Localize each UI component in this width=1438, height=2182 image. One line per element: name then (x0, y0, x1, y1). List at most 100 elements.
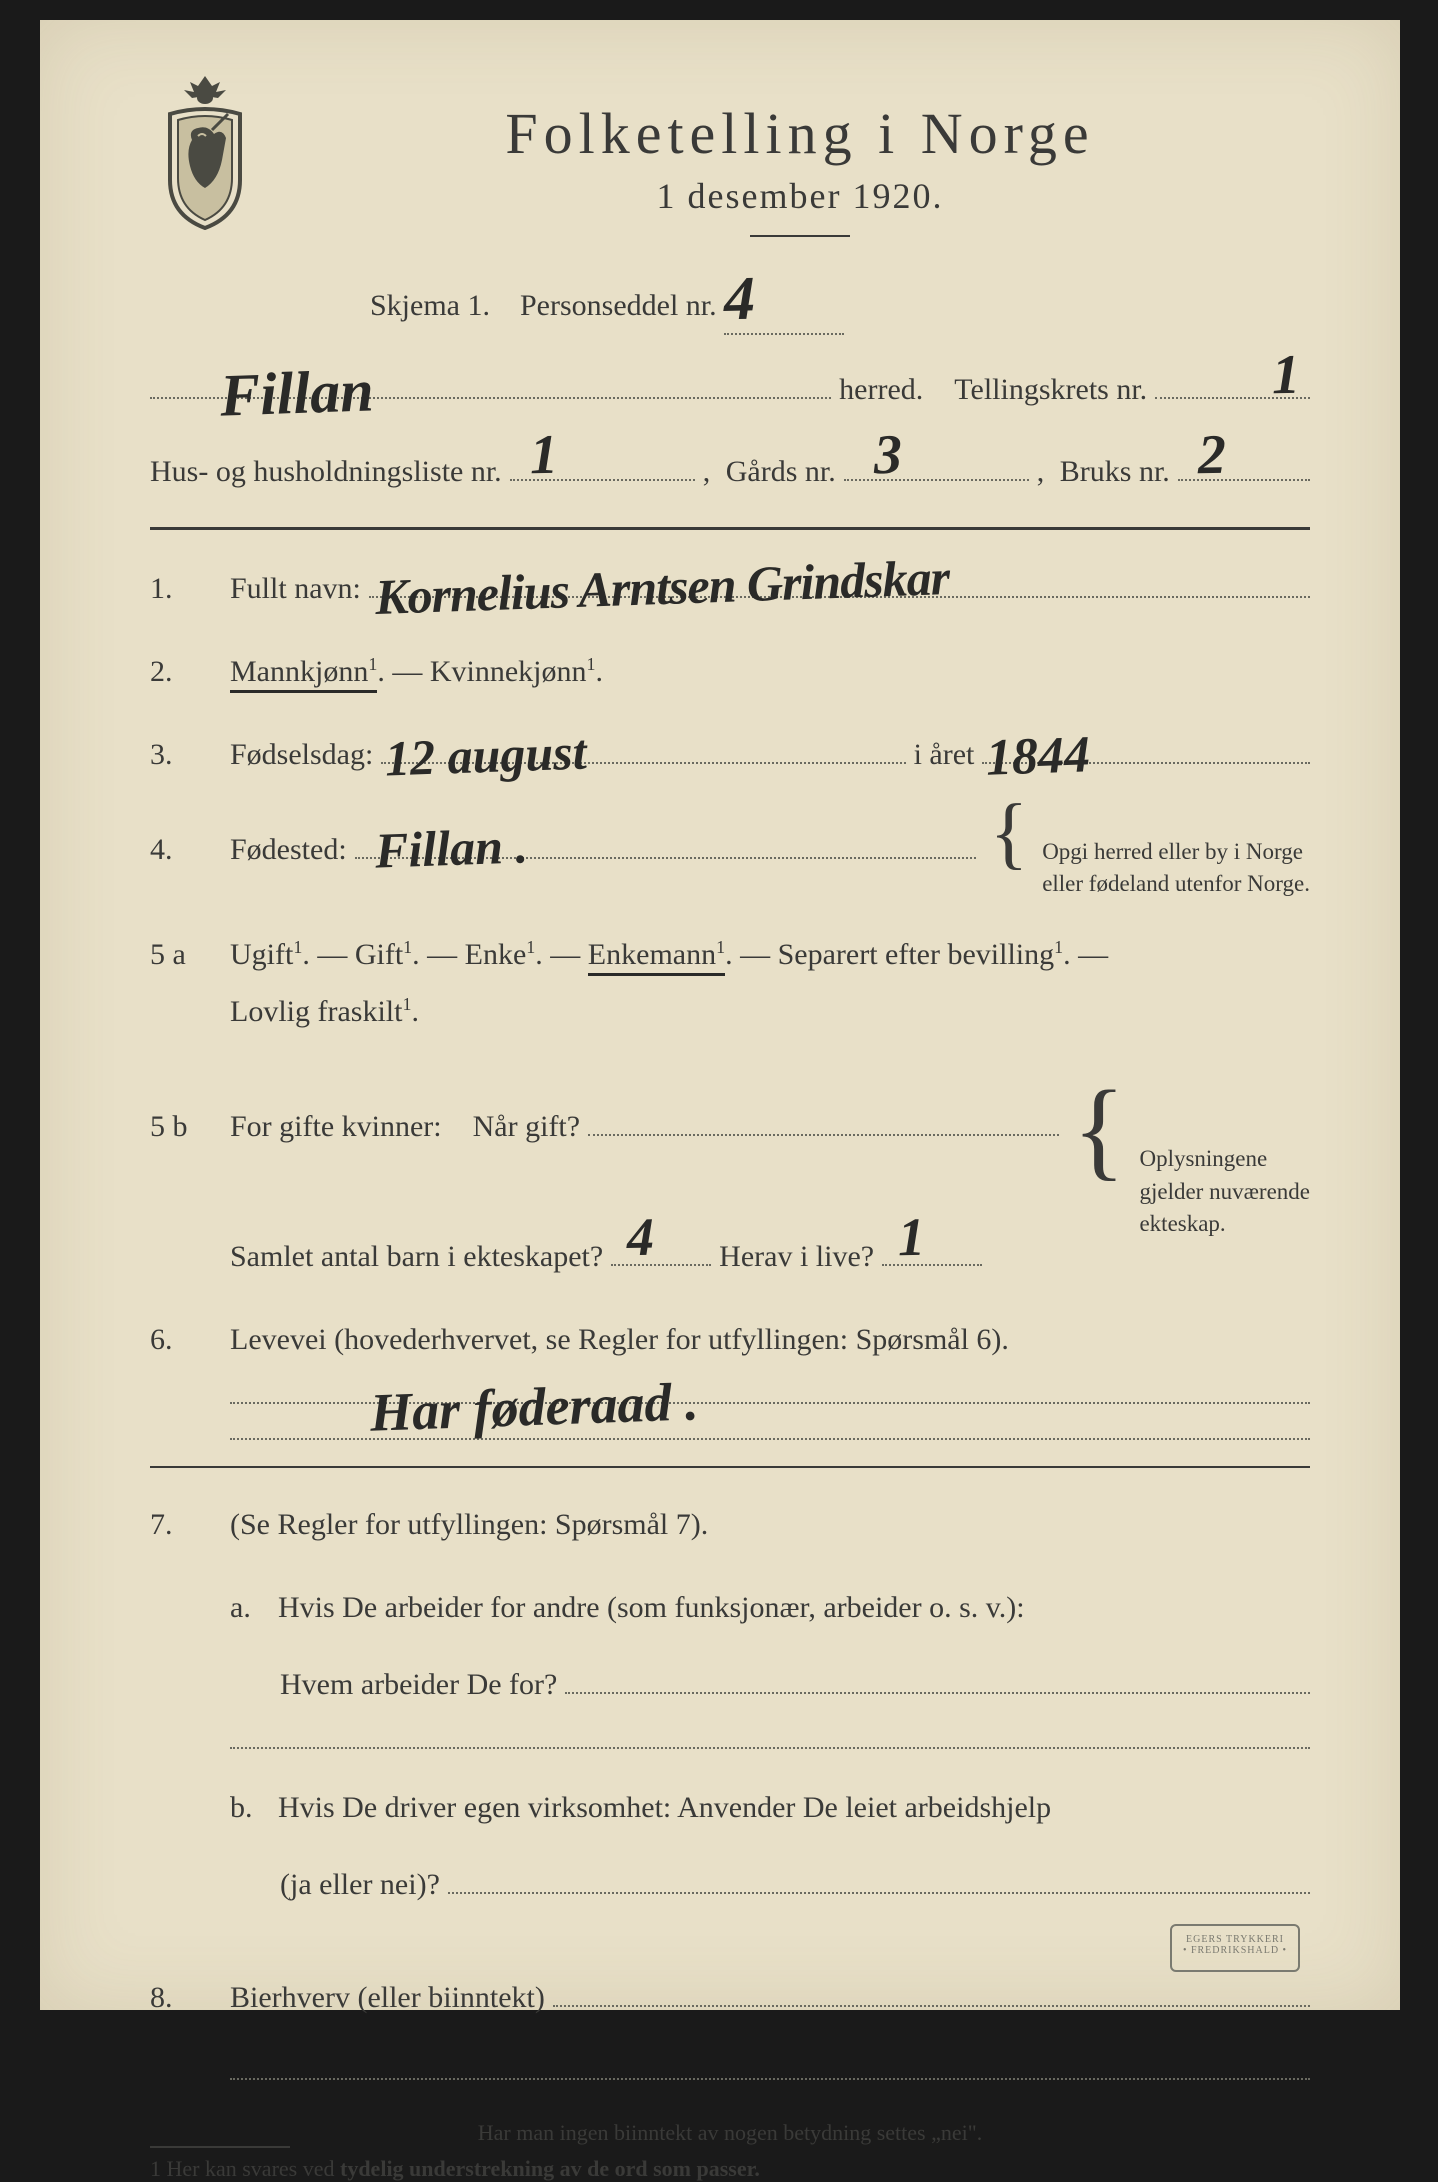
q5a-num: 5 a (150, 938, 200, 972)
q7b-l2: (ja eller nei)? (280, 1856, 440, 1913)
q3-year-field: 1844 (982, 732, 1310, 764)
q7b-field (448, 1862, 1310, 1894)
q5b-l1b: Når gift? (473, 1098, 580, 1155)
q3-year-label: i året (914, 726, 975, 783)
q6-field: Har føderaad . (230, 1376, 1310, 1404)
bruks-label: Bruks nr. (1060, 445, 1170, 499)
title-divider (750, 235, 850, 237)
q3-day-value: 12 august (384, 705, 589, 807)
husliste-label: Hus- og husholdningsliste nr. (150, 445, 502, 499)
q1-value: Kornelius Arntsen Grindskar (373, 530, 950, 645)
q7a-field (565, 1662, 1310, 1694)
husliste-line: Hus- og husholdningsliste nr. 1 , Gårds … (150, 445, 1310, 499)
q5b-num: 5 b (150, 1110, 200, 1144)
herred-line: Fillan herred. Tellingskrets nr. 1 (150, 363, 1310, 417)
husliste-value: 1 (529, 433, 558, 478)
gards-field: 3 (844, 449, 1029, 481)
q1-field: Kornelius Arntsen Grindskar (369, 566, 1310, 598)
q4-field: Fillan . (355, 827, 976, 859)
herred-value: Fillan (218, 336, 375, 449)
tellingskrets-field: 1 (1155, 367, 1310, 399)
question-5b: 5 b For gifte kvinner: Når gift? { Oplys… (150, 1066, 1310, 1285)
main-divider (150, 527, 1310, 530)
q7-num: 7. (150, 1508, 200, 1542)
coat-of-arms-icon (150, 70, 260, 230)
question-1: 1. Fullt navn: Kornelius Arntsen Grindsk… (150, 560, 1310, 617)
q7b-num: b. (230, 1779, 270, 1836)
q7-label: (Se Regler for utfyllingen: Spørsmål 7). (230, 1496, 1310, 1553)
q7a-l1: Hvis De arbeider for andre (som funksjon… (278, 1579, 1025, 1636)
question-7b: b. Hvis De driver egen virksomhet: Anven… (230, 1779, 1310, 1913)
brace-icon: { (1073, 1096, 1126, 1162)
q5b-barn-field: 4 (611, 1234, 711, 1266)
opt-ugift: Ugift1 (230, 938, 302, 971)
question-5a: 5 a Ugift1. — Gift1. — Enke1. — Enkemann… (150, 926, 1310, 1040)
q2-kvinnekjonn: Kvinnekjønn1 (430, 655, 596, 688)
personseddel-label: Personseddel nr. (520, 289, 717, 322)
herred-field: Fillan (150, 367, 831, 399)
q3-day-field: 12 august (381, 732, 905, 764)
q8-field-2 (230, 2052, 1310, 2080)
herred-label: herred. (839, 363, 923, 417)
subtitle-date: 1 desember 1920. (290, 175, 1310, 217)
q8-field (553, 1975, 1310, 2007)
q1-label: Fullt navn: (230, 560, 361, 617)
question-3: 3. Fødselsdag: 12 august i året 1844 (150, 726, 1310, 783)
q5b-gift-field (588, 1104, 1059, 1136)
q6-value: Har føderaad . (368, 1350, 700, 1464)
q5b-l2a: Samlet antal barn i ekteskapet? (230, 1228, 603, 1285)
main-title: Folketelling i Norge (290, 100, 1310, 167)
footnote-rule (150, 2146, 290, 2148)
footer-note-2: 1 Her kan svares ved tydelig understrekn… (150, 2156, 1310, 2182)
q8-num: 8. (150, 1981, 200, 2015)
q7a-field-2 (230, 1721, 1310, 1749)
opt-fraskilt: Lovlig fraskilt1 (230, 995, 411, 1028)
q4-label: Fødested: (230, 821, 347, 878)
q2-mannkjonn: Mannkjønn1 (230, 655, 377, 693)
opt-separert: Separert efter bevilling1 (778, 938, 1064, 971)
gards-label: Gårds nr. (726, 445, 836, 499)
q7b-l1: Hvis De driver egen virksomhet: Anvender… (278, 1779, 1051, 1836)
q5b-l2b: Herav i live? (719, 1228, 874, 1285)
footer-note-1: Har man ingen biinntekt av nogen betydni… (150, 2120, 1310, 2146)
q8-label: Bierhverv (eller biinntekt) (230, 1969, 545, 2026)
title-block: Folketelling i Norge 1 desember 1920. (290, 80, 1310, 261)
schema-line: Skjema 1. Personseddel nr. 4 (370, 271, 1310, 335)
q6-num: 6. (150, 1323, 200, 1357)
bruks-value: 2 (1197, 433, 1226, 478)
question-7: 7. (Se Regler for utfyllingen: Spørsmål … (150, 1496, 1310, 1943)
personseddel-field: 4 (724, 271, 844, 335)
opt-enke: Enke1 (465, 938, 536, 971)
question-2: 2. Mannkjønn1. — Kvinnekjønn1. (150, 643, 1310, 700)
question-4: 4. Fødested: Fillan . { Opgi herred elle… (150, 809, 1310, 900)
q5b-l1a: For gifte kvinner: (230, 1098, 442, 1155)
census-form-page: Folketelling i Norge 1 desember 1920. Sk… (40, 20, 1400, 2010)
brace-icon: { (990, 809, 1028, 857)
dash: — (392, 655, 430, 688)
opt-enkemann: Enkemann1 (588, 938, 725, 976)
question-7a: a. Hvis De arbeider for andre (som funks… (230, 1579, 1310, 1749)
section-divider (150, 1466, 1310, 1468)
q5b-live-value: 1 (898, 1216, 926, 1260)
bruks-field: 2 (1178, 449, 1310, 481)
q5b-barn-value: 4 (627, 1216, 655, 1260)
schema-label: Skjema 1. (370, 289, 490, 322)
question-8: 8. Bierhverv (eller biinntekt) (150, 1969, 1310, 2026)
q7a-l2: Hvem arbeider De for? (280, 1656, 557, 1713)
printer-stamp: EGERS TRYKKERI • FREDRIKSHALD • (1170, 1924, 1300, 1972)
q4-note: Opgi herred eller by i Norge eller fødel… (1042, 836, 1310, 900)
q1-num: 1. (150, 572, 200, 606)
personseddel-value: 4 (724, 275, 756, 325)
tellingskrets-label: Tellingskrets nr. (954, 363, 1147, 417)
q2-num: 2. (150, 655, 200, 689)
husliste-field: 1 (510, 449, 695, 481)
gards-value: 3 (873, 433, 902, 478)
q5b-live-field: 1 (882, 1234, 982, 1266)
q3-label: Fødselsdag: (230, 726, 373, 783)
q4-value: Fillan . (373, 798, 529, 898)
header: Folketelling i Norge 1 desember 1920. (150, 80, 1310, 261)
q7a-num: a. (230, 1579, 270, 1636)
q4-num: 4. (150, 833, 200, 867)
opt-gift: Gift1 (355, 938, 412, 971)
question-6: 6. Levevei (hovederhvervet, se Regler fo… (150, 1311, 1310, 1440)
